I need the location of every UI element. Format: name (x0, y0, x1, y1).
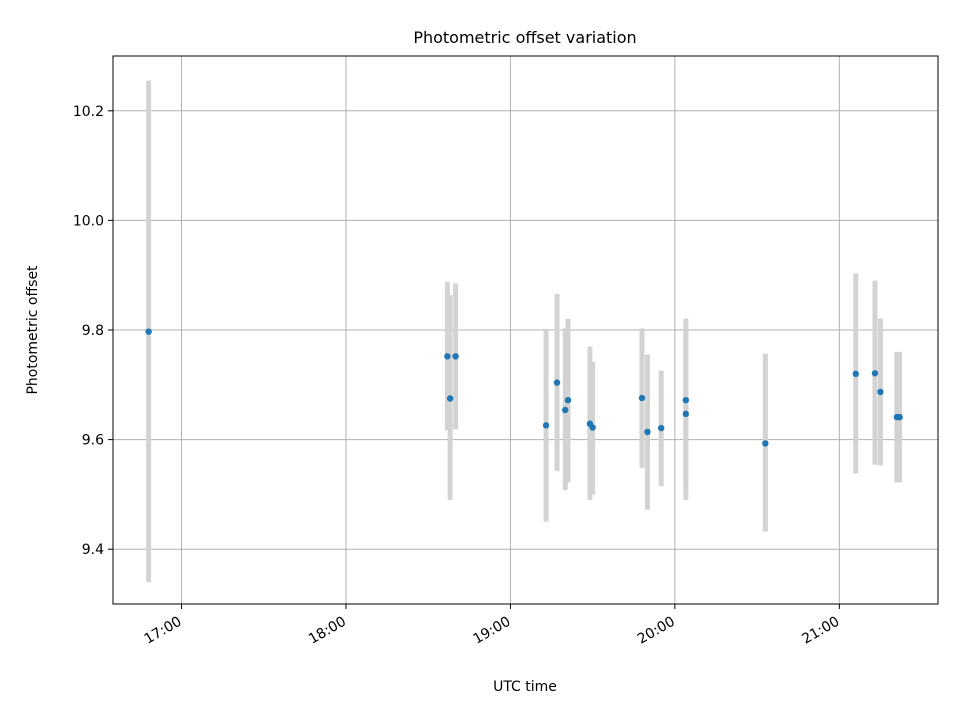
error-bars (146, 80, 903, 583)
y-tick-label: 9.6 (82, 433, 104, 449)
data-point (877, 388, 884, 396)
data-points (145, 328, 903, 447)
y-tick-label: 9.8 (82, 323, 104, 339)
chart-title: Photometric offset variation (413, 28, 636, 47)
data-point (553, 379, 561, 386)
y-tick-label: 10.2 (73, 104, 104, 120)
y-axis-label: Photometric offset (25, 265, 41, 395)
x-tick-label: 21:00 (799, 614, 842, 648)
x-tick-label: 19:00 (470, 614, 513, 648)
x-axis-ticks: 17:00 18:00 19:00 20:00 21:00 (142, 604, 842, 648)
data-point (762, 440, 769, 447)
y-tick-label: 10.0 (73, 213, 104, 229)
x-tick-label: 20:00 (635, 614, 678, 648)
data-point (452, 353, 459, 360)
y-axis-ticks: 9.4 9.6 9.8 10.0 10.2 (73, 104, 113, 558)
x-axis-label: UTC time (493, 679, 557, 695)
data-point (638, 394, 646, 402)
data-point (564, 396, 572, 404)
data-point (542, 422, 550, 429)
data-point (446, 395, 454, 402)
grid-lines (113, 56, 938, 604)
data-point (682, 410, 690, 418)
data-point (562, 406, 569, 414)
data-point (657, 424, 665, 432)
data-point (871, 370, 879, 377)
x-tick-label: 18:00 (306, 614, 349, 648)
data-point (682, 396, 690, 404)
x-tick-label: 17:00 (142, 614, 185, 648)
data-point (589, 424, 596, 431)
y-tick-label: 9.4 (82, 542, 104, 558)
data-point (644, 428, 651, 436)
data-point (896, 413, 903, 421)
data-point (145, 328, 152, 335)
data-point (444, 353, 451, 360)
data-point (852, 370, 859, 378)
